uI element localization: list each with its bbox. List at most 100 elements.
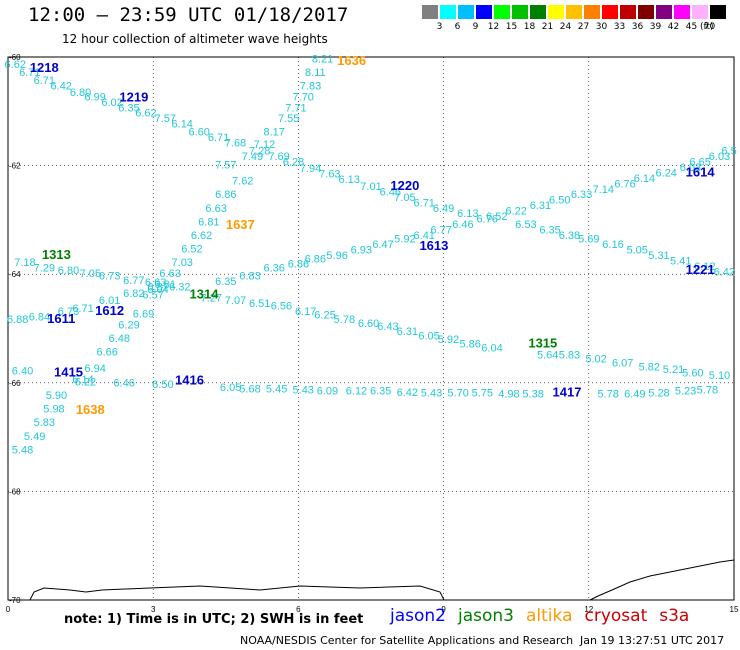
wave-height-value: 5.78 <box>697 385 718 397</box>
pass-label: 1613 <box>419 238 448 253</box>
wave-height-value: 6.12 <box>694 261 715 273</box>
wave-height-value: 7.71 <box>285 102 306 114</box>
wave-height-value: 6.35 <box>118 102 139 114</box>
legend-swatch <box>656 5 673 19</box>
wave-height-value: 7.18 <box>14 257 35 269</box>
wave-height-value: 7.14 <box>593 184 614 196</box>
wave-height-value: 6.73 <box>58 306 79 318</box>
wave-height-value: 6.24 <box>656 167 677 179</box>
wave-height-value: 6.14 <box>172 119 193 131</box>
wave-height-value: 6.35 <box>539 224 560 236</box>
legend-swatch <box>602 5 619 19</box>
wave-height-value: 6.86 <box>288 259 309 271</box>
wave-height-value: 5.98 <box>43 404 64 416</box>
wave-height-value: 6.71 <box>19 67 40 79</box>
legend-swatch <box>584 5 601 19</box>
wave-height-value: 7.83 <box>300 81 321 93</box>
wave-height-value: 6.76 <box>614 178 635 190</box>
x-tick-label: 9 <box>441 605 446 614</box>
wave-height-value: 6.60 <box>358 318 379 330</box>
wave-height-value: 6.37 <box>147 281 168 293</box>
wave-height-value: 6.71 <box>414 197 435 209</box>
wave-height-value: 6.82 <box>123 288 144 300</box>
wave-height-value: 6.62 <box>135 108 156 120</box>
pass-label: 1415 <box>54 364 83 379</box>
legend-swatch <box>512 5 529 19</box>
wave-height-value: 6.38 <box>559 230 580 242</box>
wave-height-value: 6.41 <box>414 230 435 242</box>
wave-height-value: 5.23 <box>675 386 696 398</box>
wave-height-value: 6.16 <box>602 239 623 251</box>
legend-swatch <box>494 5 511 19</box>
wave-height-value: 6.83 <box>239 271 260 283</box>
wave-height-value: 6.46 <box>380 186 401 198</box>
legend-swatch <box>566 5 583 19</box>
wave-height-value: 6.81 <box>198 216 219 228</box>
legend-label: 6 <box>454 22 461 32</box>
wave-height-value: 6.73 <box>99 271 120 283</box>
wave-height-value: 6.99 <box>84 91 105 103</box>
wave-height-value: 6.52 <box>486 211 507 223</box>
legend-label: 30 <box>595 22 608 32</box>
legend-label: 42 <box>667 22 680 32</box>
wave-height-value: 7.57 <box>215 159 236 171</box>
legend-label: 21 <box>541 22 554 32</box>
pass-label: 1315 <box>528 336 557 351</box>
x-tick-label: 3 <box>151 605 156 614</box>
wave-height-value: 5.38 <box>522 388 543 400</box>
map-frame <box>7 56 735 601</box>
legend-label: 18 <box>523 22 536 32</box>
wave-height-value: 6.62 <box>191 230 212 242</box>
wave-height-value: 5.86 <box>460 339 481 351</box>
wave-height-value: 5.43 <box>421 387 442 399</box>
wave-height-value: 6.46 <box>452 219 473 231</box>
satellite-label: s3a <box>659 606 690 626</box>
y-tick-label: -64 <box>9 270 21 279</box>
legend-swatch <box>638 5 655 19</box>
coastline <box>29 585 445 601</box>
generation-timestamp: Jan 19 13:27:51 UTC 2017 <box>580 634 725 647</box>
pass-label: 1614 <box>686 164 716 179</box>
satellite-label: jason2 <box>390 606 446 626</box>
legend-label: 33 <box>613 22 626 32</box>
map-title: 12:00 – 23:59 UTC 01/18/2017 <box>28 4 349 26</box>
wave-height-value: 6.36 <box>263 262 284 274</box>
pass-label: 1220 <box>390 178 419 193</box>
x-tick-label: 15 <box>730 605 739 614</box>
wave-height-value: 6.31 <box>530 200 551 212</box>
wave-height-value: 6.50 <box>549 195 570 207</box>
wave-height-value: 6.28 <box>283 157 304 169</box>
wave-height-value: 6.31 <box>397 326 418 338</box>
wave-height-value: 6.12 <box>346 386 367 398</box>
pass-label: 1313 <box>42 247 71 262</box>
wave-height-value: 7.49 <box>242 151 263 163</box>
legend-unit: (ft) <box>700 22 714 32</box>
wave-height-value: 6.42 <box>51 81 72 93</box>
pass-label: 1221 <box>686 262 715 277</box>
wave-height-value: 6.05 <box>220 382 241 394</box>
legend-label: 24 <box>559 22 572 32</box>
pass-label: 1314 <box>190 287 220 302</box>
legend-label: 36 <box>631 22 644 32</box>
wave-height-value: 6.07 <box>612 358 633 370</box>
y-tick-label: -68 <box>9 487 21 496</box>
wave-height-value: 8.21 <box>312 53 333 65</box>
map-subtitle: 12 hour collection of altimeter wave hei… <box>62 32 328 46</box>
wave-height-value: 6.35 <box>215 276 236 288</box>
wave-height-value: 7.29 <box>34 262 55 274</box>
wave-height-value: 7.55 <box>278 113 299 125</box>
pass-label: 1218 <box>30 60 59 75</box>
y-tick-label: -70 <box>9 596 21 605</box>
legend-label: 3 <box>436 22 443 32</box>
wave-height-value: 7.63 <box>319 169 340 181</box>
wave-height-value: 5.21 <box>663 364 684 376</box>
legend-label: 70 <box>703 22 716 32</box>
wave-height-value: 6.22 <box>505 205 526 217</box>
wave-height-value: 5.70 <box>447 387 468 399</box>
wave-height-value: 7.70 <box>293 91 314 103</box>
color-legend: 3 6 9 12 15 18 21 24 27 30 33 36 39 42 45 70 <box>422 5 728 33</box>
legend-swatch <box>620 5 637 19</box>
satellite-label: jason3 <box>458 606 514 626</box>
wave-height-value: 5.10 <box>709 370 730 382</box>
legend-swatch <box>422 5 439 19</box>
